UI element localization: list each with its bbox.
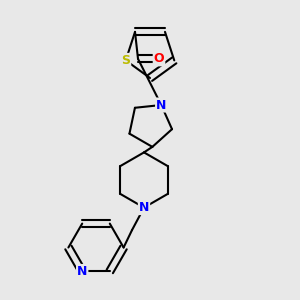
- Text: N: N: [156, 98, 166, 112]
- Text: S: S: [121, 54, 130, 67]
- Text: N: N: [139, 201, 149, 214]
- Text: N: N: [77, 265, 87, 278]
- Text: O: O: [154, 52, 164, 65]
